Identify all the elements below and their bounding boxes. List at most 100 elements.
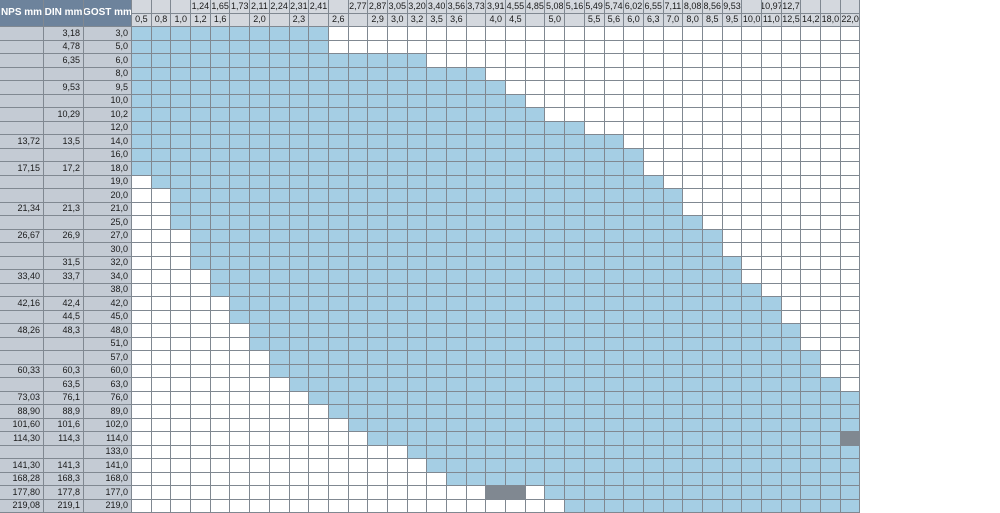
cell-1-33 xyxy=(782,41,802,55)
cell-30-8 xyxy=(290,432,310,446)
cell-30-9 xyxy=(309,432,329,446)
top1-36 xyxy=(841,0,861,14)
cell-15-17 xyxy=(467,230,487,244)
cell-19-6 xyxy=(250,284,270,298)
cell-28-36 xyxy=(841,405,861,419)
rowlabel-16-0 xyxy=(0,243,44,257)
cell-34-1 xyxy=(152,486,172,500)
cell-18-35 xyxy=(821,270,841,284)
cell-18-27 xyxy=(664,270,684,284)
cell-28-33 xyxy=(782,405,802,419)
cell-26-2 xyxy=(171,378,191,392)
cell-9-28 xyxy=(683,149,703,163)
cell-9-22 xyxy=(565,149,585,163)
cell-29-24 xyxy=(605,419,625,433)
cell-19-19 xyxy=(506,284,526,298)
cell-34-10 xyxy=(329,486,349,500)
rowlabel-0-2: 3,0 xyxy=(84,27,132,41)
rowlabel-15-0: 26,67 xyxy=(0,230,44,244)
cell-8-8 xyxy=(290,135,310,149)
cell-25-9 xyxy=(309,365,329,379)
top1-18: 3,91 xyxy=(486,0,506,14)
cell-30-16 xyxy=(447,432,467,446)
cell-11-16 xyxy=(447,176,467,190)
cell-9-6 xyxy=(250,149,270,163)
cell-7-23 xyxy=(585,122,605,136)
cell-0-29 xyxy=(703,27,723,41)
cell-28-16 xyxy=(447,405,467,419)
header-label-2: GOST mm xyxy=(84,0,132,27)
cell-16-31 xyxy=(742,243,762,257)
top1-15: 3,40 xyxy=(427,0,447,14)
cell-22-20 xyxy=(526,324,546,338)
cell-10-20 xyxy=(526,162,546,176)
rowlabel-15-1: 26,9 xyxy=(44,230,84,244)
cell-33-34 xyxy=(801,473,821,487)
cell-31-34 xyxy=(801,446,821,460)
cell-21-7 xyxy=(270,311,290,325)
cell-0-4 xyxy=(211,27,231,41)
cell-27-14 xyxy=(408,392,428,406)
cell-28-2 xyxy=(171,405,191,419)
cell-13-30 xyxy=(723,203,743,217)
cell-21-36 xyxy=(841,311,861,325)
cell-13-36 xyxy=(841,203,861,217)
cell-21-0 xyxy=(132,311,152,325)
cell-9-27 xyxy=(664,149,684,163)
cell-10-18 xyxy=(486,162,506,176)
cell-2-33 xyxy=(782,54,802,68)
cell-25-15 xyxy=(427,365,447,379)
cell-19-4 xyxy=(211,284,231,298)
cell-34-7 xyxy=(270,486,290,500)
cell-15-27 xyxy=(664,230,684,244)
cell-3-28 xyxy=(683,68,703,82)
cell-2-34 xyxy=(801,54,821,68)
cell-11-18 xyxy=(486,176,506,190)
cell-0-25 xyxy=(624,27,644,41)
cell-34-17 xyxy=(467,486,487,500)
cell-14-6 xyxy=(250,216,270,230)
cell-3-16 xyxy=(447,68,467,82)
cell-5-17 xyxy=(467,95,487,109)
cell-22-2 xyxy=(171,324,191,338)
cell-17-17 xyxy=(467,257,487,271)
cell-24-15 xyxy=(427,351,447,365)
cell-6-22 xyxy=(565,108,585,122)
cell-27-17 xyxy=(467,392,487,406)
cell-17-8 xyxy=(290,257,310,271)
cell-32-11 xyxy=(349,459,369,473)
cell-11-7 xyxy=(270,176,290,190)
rowlabel-13-1: 21,3 xyxy=(44,203,84,217)
cell-8-5 xyxy=(230,135,250,149)
cell-34-18 xyxy=(486,486,506,500)
cell-18-31 xyxy=(742,270,762,284)
top2-11 xyxy=(349,14,369,28)
cell-4-12 xyxy=(368,81,388,95)
cell-10-12 xyxy=(368,162,388,176)
rowlabel-34-1: 177,8 xyxy=(44,486,84,500)
rowlabel-4-2: 9,5 xyxy=(84,81,132,95)
cell-16-5 xyxy=(230,243,250,257)
top1-7: 2,24 xyxy=(270,0,290,14)
cell-26-11 xyxy=(349,378,369,392)
cell-32-26 xyxy=(644,459,664,473)
rowlabel-25-2: 60,0 xyxy=(84,365,132,379)
cell-12-29 xyxy=(703,189,723,203)
top2-22 xyxy=(565,14,585,28)
cell-1-22 xyxy=(565,41,585,55)
cell-7-6 xyxy=(250,122,270,136)
cell-34-25 xyxy=(624,486,644,500)
rowlabel-17-0 xyxy=(0,257,44,271)
cell-14-27 xyxy=(664,216,684,230)
cell-21-5 xyxy=(230,311,250,325)
rowlabel-35-2: 219,0 xyxy=(84,500,132,513)
cell-7-19 xyxy=(506,122,526,136)
cell-10-28 xyxy=(683,162,703,176)
rowlabel-28-0: 88,90 xyxy=(0,405,44,419)
cell-32-21 xyxy=(545,459,565,473)
cell-19-23 xyxy=(585,284,605,298)
cell-19-13 xyxy=(388,284,408,298)
cell-10-1 xyxy=(152,162,172,176)
top2-24: 5,6 xyxy=(605,14,625,28)
cell-3-30 xyxy=(723,68,743,82)
